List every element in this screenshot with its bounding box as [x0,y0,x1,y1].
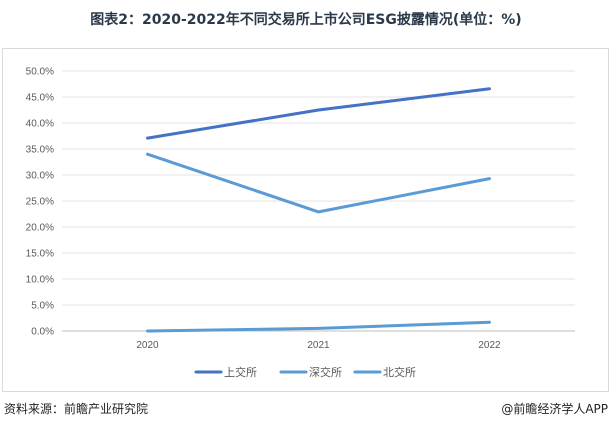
source-note: 资料来源：前瞻产业研究院 [4,402,149,416]
legend-label: 北交所 [383,365,416,379]
x-tick-label: 2021 [307,340,330,351]
y-tick-label: 45.0% [26,93,54,104]
y-tick-label: 0.0% [31,327,54,338]
y-tick-label: 50.0% [26,67,54,78]
y-tick-label: 25.0% [26,197,54,208]
series-line-2 [146,152,491,214]
series-line-1 [146,87,491,140]
series-line-3 [146,320,491,333]
chart-frame [2,48,609,392]
chart-title: 图表2：2020-2022年不同交易所上市公司ESG披露情况(单位：%) [90,12,522,28]
y-tick-label: 20.0% [26,223,54,234]
y-tick-label: 10.0% [26,275,54,286]
y-tick-label: 40.0% [26,119,54,130]
brand-note: @前瞻经济学人APP [501,402,608,416]
x-tick-label: 2020 [136,340,159,351]
legend-label: 上交所 [224,365,257,379]
y-tick-label: 5.0% [31,301,54,312]
y-tick-label: 30.0% [26,171,54,182]
legend-label: 深交所 [309,365,342,379]
x-tick-label: 2022 [478,340,501,351]
y-tick-label: 15.0% [26,249,54,260]
y-tick-label: 35.0% [26,145,54,156]
line-chart: 0.0% 5.0% 10.0% 15.0% 20.0% 25.0% 30.0% 35.0% 40… [26,67,575,379]
